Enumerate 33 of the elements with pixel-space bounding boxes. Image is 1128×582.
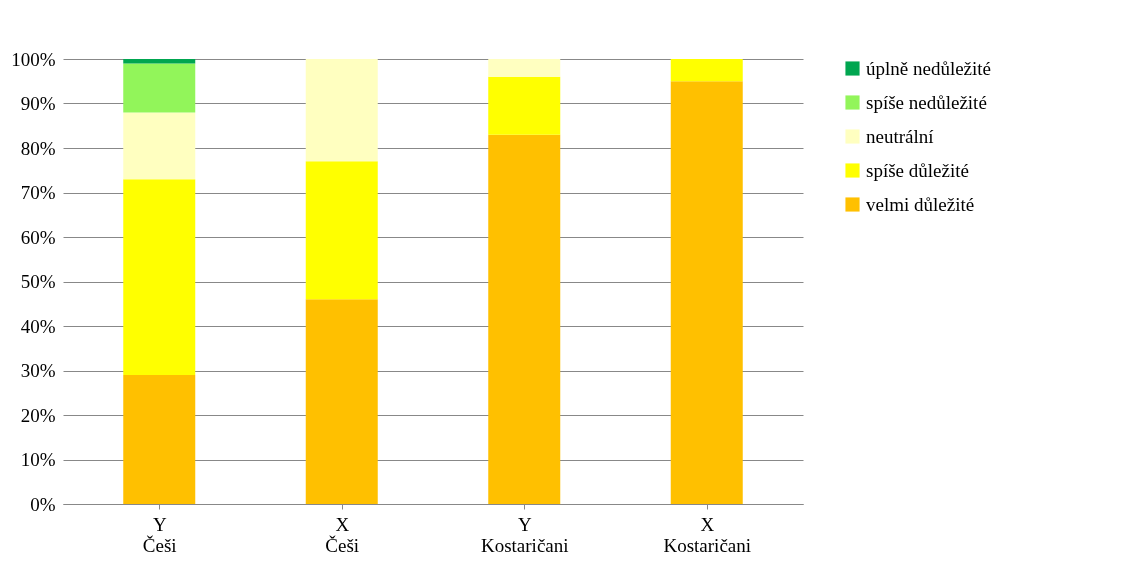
y-tick-label: 50% <box>20 271 56 292</box>
y-tick-label: 40% <box>20 315 56 337</box>
x-tick-label: X Kostaričani <box>663 513 752 556</box>
y-tick-label: 80% <box>20 137 56 159</box>
bar <box>123 63 196 113</box>
y-tick-label: 20% <box>20 404 56 426</box>
bar <box>670 59 743 82</box>
y-tick-label: 100% <box>11 48 56 70</box>
legend-label: úplně nedůležité <box>866 57 992 79</box>
bar <box>123 374 196 504</box>
bar <box>670 81 743 504</box>
y-tick-label: 70% <box>20 182 56 203</box>
y-tick-label: 90% <box>20 93 56 114</box>
y-tick-label: 30% <box>20 360 56 381</box>
bar <box>123 59 196 64</box>
bar <box>123 112 196 180</box>
bar <box>305 161 378 300</box>
y-tick-label: 0% <box>30 493 56 515</box>
legend-label: neutrální <box>866 125 935 147</box>
bar <box>488 134 561 504</box>
y-tick-label: 10% <box>20 449 56 470</box>
x-tick-label: Y Kostaričani <box>480 513 569 556</box>
bar <box>123 179 196 375</box>
y-tick-label: 60% <box>20 226 56 248</box>
bar <box>305 299 378 504</box>
legend-label: velmi důležité <box>866 193 975 215</box>
bar <box>488 76 561 135</box>
bar <box>305 59 378 162</box>
legend-label: spíše nedůležité <box>866 91 987 113</box>
bar <box>488 59 561 77</box>
legend-label: spíše důležité <box>866 159 969 181</box>
x-tick-label: Y Češi <box>142 513 177 556</box>
x-tick-label: X Češi <box>325 513 360 556</box>
